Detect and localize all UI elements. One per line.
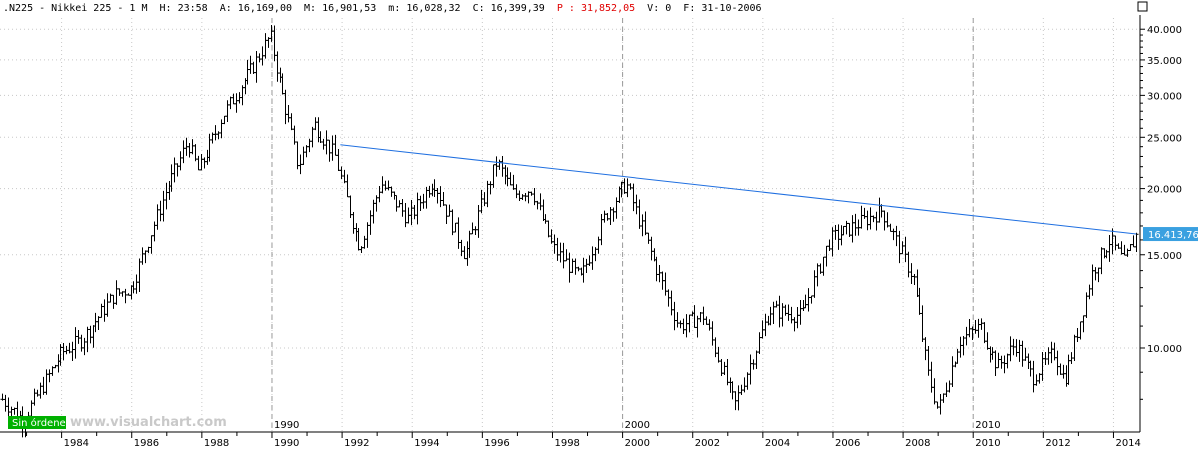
status-badge: Sin órdenes — [12, 417, 71, 429]
x-tick-label: 2010 — [975, 438, 1000, 449]
header-prev: P : 31,852,05 — [557, 3, 635, 14]
header-open: A: 16,169,00 — [220, 3, 292, 14]
status-badge-bg — [8, 416, 66, 429]
x-tick-label: 2008 — [905, 438, 930, 449]
x-tick-label: 1994 — [414, 438, 439, 449]
y-tick-label: 25.000 — [1147, 133, 1182, 144]
last-price-tag: 16.413,76 — [1148, 230, 1199, 241]
x-tick-label: 2002 — [695, 438, 720, 449]
decade-marker-label: 2010 — [975, 420, 1000, 431]
grid — [0, 18, 1140, 432]
header-date: F: 31-10-2006 — [683, 3, 761, 14]
plot-background — [0, 15, 1140, 432]
header-volume: V: 0 — [647, 3, 671, 14]
y-tick-label: 20.000 — [1147, 185, 1182, 196]
x-tick-label: 1990 — [274, 438, 299, 449]
y-tick-label: 40.000 — [1147, 25, 1182, 36]
x-tick-label: 2004 — [765, 438, 790, 449]
header-symbol: .N225 - Nikkei 225 - 1 M — [3, 3, 148, 14]
x-tick-label: 1996 — [484, 438, 509, 449]
header-time: H: 23:58 — [160, 3, 208, 14]
x-tick-label: 2006 — [835, 438, 860, 449]
decade-marker-label: 2000 — [625, 420, 650, 431]
x-tick-label: 1984 — [64, 438, 89, 449]
x-tick-label: 2014 — [1115, 438, 1140, 449]
decade-marker-label: 1990 — [274, 420, 299, 431]
x-tick-label: 2012 — [1045, 438, 1070, 449]
header-close: C: 16,399,39 — [473, 3, 545, 14]
y-tick-label: 35.000 — [1147, 56, 1182, 67]
x-tick-label: 1998 — [554, 438, 579, 449]
x-tick-label: 1992 — [344, 438, 369, 449]
header-low: m: 16,028,32 — [388, 3, 460, 14]
price-bars — [0, 24, 1139, 438]
y-tick-label: 15.000 — [1147, 251, 1182, 262]
x-tick-label: 2000 — [625, 438, 650, 449]
x-tick-label: 1988 — [204, 438, 229, 449]
y-axis: 10.000 15.000 20.000 25.000 30.000 35.000 40.0… — [1140, 25, 1182, 400]
y-tick-label: 10.000 — [1147, 344, 1182, 355]
last-price-tag-bg — [1143, 227, 1198, 242]
trendline[interactable] — [340, 144, 1137, 235]
watermark: www.visualchart.com — [70, 415, 227, 430]
header-line: .N225 - Nikkei 225 - 1 M H: 23:58 A: 16,… — [3, 3, 762, 14]
x-tick-label: 1986 — [134, 438, 159, 449]
close-box[interactable] — [1137, 1, 1148, 12]
x-axis: 1984 1986 1988 1990 1992 1994 1996 1998 2000 2002… — [26, 420, 1141, 449]
y-tick-label: 30.000 — [1147, 91, 1182, 102]
header-high: M: 16,901,53 — [304, 3, 376, 14]
